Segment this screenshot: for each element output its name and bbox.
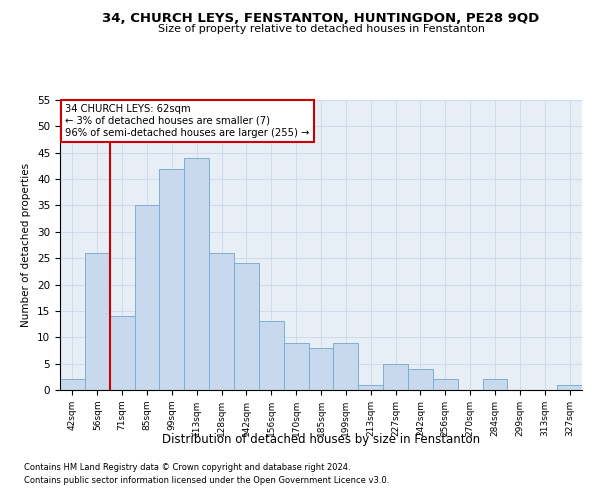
Text: 34 CHURCH LEYS: 62sqm
← 3% of detached houses are smaller (7)
96% of semi-detach: 34 CHURCH LEYS: 62sqm ← 3% of detached h…: [65, 104, 310, 138]
Bar: [308, 348, 334, 390]
Text: Contains public sector information licensed under the Open Government Licence v3: Contains public sector information licen…: [24, 476, 389, 485]
Bar: [482, 380, 508, 390]
Bar: [557, 384, 582, 390]
Text: 34, CHURCH LEYS, FENSTANTON, HUNTINGDON, PE28 9QD: 34, CHURCH LEYS, FENSTANTON, HUNTINGDON,…: [103, 12, 539, 26]
Bar: [110, 316, 134, 390]
Text: Contains HM Land Registry data © Crown copyright and database right 2024.: Contains HM Land Registry data © Crown c…: [24, 464, 350, 472]
Y-axis label: Number of detached properties: Number of detached properties: [22, 163, 31, 327]
Bar: [85, 253, 110, 390]
Bar: [433, 380, 458, 390]
Bar: [234, 264, 259, 390]
Text: Size of property relative to detached houses in Fenstanton: Size of property relative to detached ho…: [157, 24, 485, 34]
Bar: [334, 342, 358, 390]
Bar: [134, 206, 160, 390]
Bar: [358, 384, 383, 390]
Bar: [60, 380, 85, 390]
Bar: [408, 369, 433, 390]
Bar: [160, 168, 184, 390]
Text: Distribution of detached houses by size in Fenstanton: Distribution of detached houses by size …: [162, 432, 480, 446]
Bar: [209, 253, 234, 390]
Bar: [184, 158, 209, 390]
Bar: [284, 342, 308, 390]
Bar: [383, 364, 408, 390]
Bar: [259, 322, 284, 390]
